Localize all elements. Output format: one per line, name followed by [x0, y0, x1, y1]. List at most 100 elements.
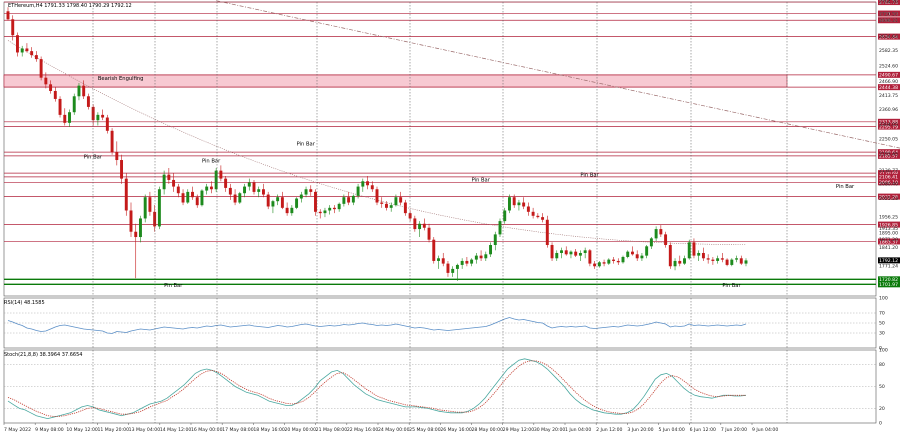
candle-body	[470, 259, 474, 264]
candle-body	[243, 186, 247, 194]
candle-body	[115, 152, 119, 161]
candle-body	[422, 223, 426, 228]
candle-body	[545, 219, 549, 246]
candle-body	[697, 252, 701, 256]
time-axis-label: 1 Jun 04:00	[565, 427, 591, 433]
candle-body	[607, 259, 611, 264]
candle-body	[441, 258, 445, 264]
candle-body	[110, 130, 114, 153]
candle-body	[356, 186, 360, 196]
candle-body	[678, 260, 682, 264]
time-axis-label: 29 May 12:00	[503, 427, 535, 433]
price-axis-label: 1956.25	[879, 214, 898, 220]
stoch-axis-label: 80	[879, 362, 885, 368]
candle-body	[105, 117, 109, 131]
time-axis-label: 6 Jun 12:00	[690, 427, 716, 433]
rsi-axis-label: 50	[879, 321, 885, 327]
candle-body	[25, 48, 29, 52]
candle-body	[560, 250, 563, 253]
candle-body	[101, 114, 105, 118]
candle-body	[427, 227, 431, 240]
candle-body	[654, 229, 658, 239]
candle-body	[138, 218, 142, 238]
time-axis-label: 21 May 08:00	[316, 427, 348, 433]
stoch-pane[interactable]: 100 80 50 20 0	[4, 348, 888, 427]
candle-body	[191, 191, 194, 198]
candle-body	[493, 234, 497, 246]
price-axis-label: 2304.05	[879, 122, 898, 128]
candle-body	[640, 255, 644, 259]
resistance-level-tag	[878, 221, 900, 228]
candle-body	[635, 254, 639, 259]
resistance-level-tag	[878, 193, 900, 200]
resistance-level-tag-label: 2721.50	[879, 11, 898, 17]
candle-body	[432, 239, 436, 261]
candle-body	[555, 252, 559, 259]
candle-body	[68, 112, 71, 123]
downtrend-line	[216, 0, 900, 149]
resistance-level-tag-label: 2764.76	[879, 0, 898, 6]
candle-body	[389, 205, 393, 208]
candle-body	[314, 191, 317, 212]
candle-body	[318, 211, 322, 214]
candle-body	[602, 262, 606, 264]
candle-body	[474, 255, 478, 260]
time-axis-label: 2 Jun 12:00	[596, 427, 622, 433]
candle-body	[730, 259, 734, 265]
time-axis-label: 24 May 00:00	[378, 427, 410, 433]
price-axis-label: 2250.05	[879, 136, 898, 142]
candle-body	[347, 197, 351, 203]
candle-body	[593, 263, 597, 267]
candle-body	[238, 193, 242, 203]
candle-body	[63, 114, 67, 123]
time-axis-label: 16 May 00:00	[191, 427, 223, 433]
candle-body	[129, 210, 133, 232]
candle-body	[664, 234, 668, 246]
resistance-level-tag-label: 2634.64	[879, 34, 898, 40]
resistance-level-tag	[878, 149, 900, 156]
resistance-level-tag	[878, 17, 900, 24]
price-frame	[3, 1, 877, 297]
candle-body	[673, 260, 677, 267]
candle-body	[328, 207, 332, 211]
candle-body	[451, 268, 455, 273]
candle-body	[342, 197, 346, 204]
rsi-axis-label: 0	[879, 346, 882, 352]
price-axis-label: 2720.50	[879, 11, 898, 17]
candle-body	[266, 194, 270, 207]
candle-body	[271, 201, 275, 207]
candle-body	[162, 174, 166, 190]
candle-body	[209, 186, 213, 190]
candle-body	[484, 254, 488, 259]
candle-body	[299, 194, 303, 199]
time-axis-label: 28 May 00:00	[472, 427, 504, 433]
candle-body	[612, 259, 616, 261]
candle-body	[77, 85, 81, 97]
time-axis-label: 18 May 16:00	[253, 427, 285, 433]
candle-body	[366, 181, 370, 186]
resistance-level-tag-label: 2313.88	[879, 120, 898, 126]
price-axis-label: 2582.35	[879, 48, 898, 54]
stoch-axis-label: 20	[879, 406, 885, 412]
resistance-level-tag-label: 2032.26	[879, 194, 898, 200]
resistance-level-tag	[878, 170, 900, 177]
candle-body	[616, 260, 620, 263]
time-axis-label: 7 May 2022	[4, 427, 31, 433]
resistance-level-tag	[878, 84, 900, 91]
candle-body	[503, 210, 507, 222]
stoch-axis-label: 100	[879, 348, 888, 354]
resistance-level-tag	[878, 10, 900, 17]
candle-body	[233, 194, 237, 203]
candle-body	[498, 221, 502, 235]
price-axis-label: 2764.76	[879, 0, 898, 6]
candle-body	[195, 197, 199, 206]
candle-body	[228, 187, 232, 195]
support-level-tag-label: 1720.82	[879, 277, 898, 283]
rsi-pane[interactable]: 100 70 50 30 0	[4, 296, 888, 352]
price-axis-label: 1895.00	[879, 231, 898, 237]
candle-body	[176, 186, 180, 194]
candle-body	[172, 179, 176, 187]
price-axis-label: 2413.75	[879, 93, 898, 99]
